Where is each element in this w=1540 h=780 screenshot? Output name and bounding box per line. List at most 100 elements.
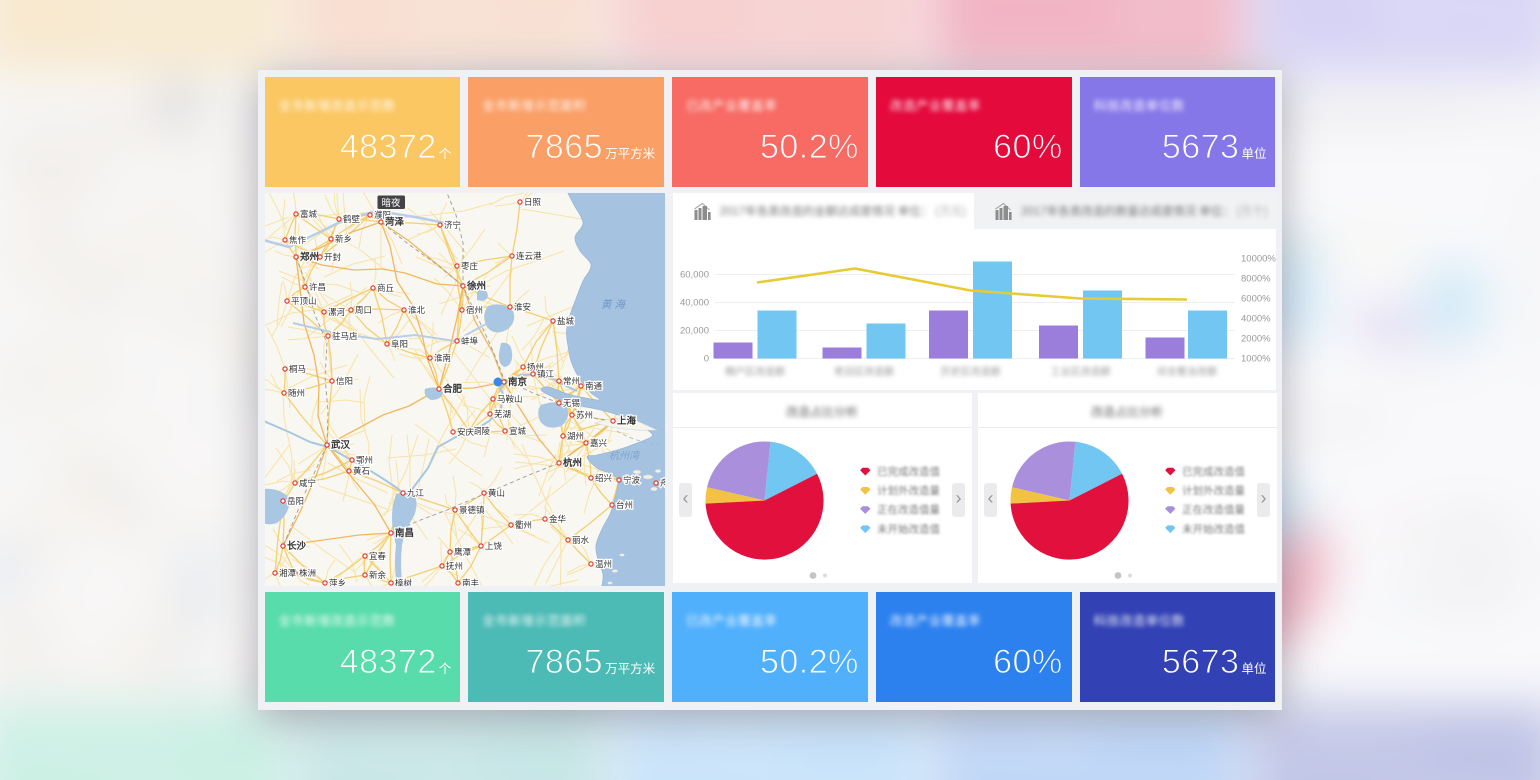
svg-text:徐州: 徐州: [466, 280, 486, 292]
svg-text:新余: 新余: [369, 570, 387, 580]
svg-text:随州: 随州: [288, 388, 305, 398]
svg-text:黄 海: 黄 海: [601, 299, 626, 311]
svg-text:芜湖: 芜湖: [494, 409, 511, 419]
svg-text:桐马: 桐马: [289, 364, 306, 374]
svg-text:淮安: 淮安: [514, 302, 531, 312]
svg-text:温州: 温州: [595, 559, 612, 569]
svg-text:淮北: 淮北: [408, 305, 426, 315]
svg-text:郑州: 郑州: [300, 251, 319, 263]
svg-text:铜陵: 铜陵: [473, 426, 491, 436]
svg-text:马鞍山: 马鞍山: [497, 394, 523, 404]
svg-text:南丰: 南丰: [462, 578, 480, 586]
svg-text:4000%: 4000%: [1241, 313, 1271, 324]
svg-text:南京: 南京: [508, 376, 528, 388]
svg-text:衢州: 衢州: [515, 520, 532, 530]
svg-text:未开始改造值: 未开始改造值: [877, 522, 940, 535]
svg-text:2000%: 2000%: [1241, 333, 1271, 344]
svg-text:安庆: 安庆: [457, 427, 475, 437]
svg-text:历史区改造额: 历史区改造额: [940, 365, 1000, 378]
svg-text:计划外改造量: 计划外改造量: [877, 484, 940, 497]
svg-text:计划外改造量: 计划外改造量: [1182, 484, 1245, 497]
svg-text:抚州: 抚州: [446, 561, 463, 571]
svg-text:咸宁: 咸宁: [299, 478, 316, 488]
svg-text:黄石: 黄石: [353, 466, 370, 476]
svg-text:南通: 南通: [585, 381, 603, 391]
svg-text:武汉: 武汉: [331, 439, 351, 451]
svg-text:濮阳: 濮阳: [374, 210, 391, 220]
svg-text:嘉兴: 嘉兴: [590, 438, 608, 448]
svg-text:周口: 周口: [355, 305, 372, 315]
svg-text:扬州: 扬州: [527, 362, 544, 372]
svg-text:8000%: 8000%: [1241, 273, 1271, 284]
svg-text:绍兴: 绍兴: [595, 473, 613, 483]
svg-text:平顶山: 平顶山: [291, 296, 317, 306]
svg-text:枣庄: 枣庄: [461, 261, 479, 271]
svg-text:樟树: 樟树: [395, 578, 413, 586]
svg-text:正在改造值量: 正在改造值量: [877, 503, 940, 516]
svg-text:湘潭: 湘潭: [279, 568, 297, 578]
svg-text:鹰潭: 鹰潭: [454, 547, 472, 557]
svg-text:已完成改造值: 已完成改造值: [1182, 464, 1245, 477]
svg-text:金华: 金华: [549, 514, 567, 524]
svg-text:未开始改造值: 未开始改造值: [1182, 522, 1245, 535]
svg-text:杭州: 杭州: [563, 457, 582, 469]
svg-text:暗夜: 暗夜: [381, 197, 401, 209]
svg-text:富城: 富城: [300, 209, 318, 219]
svg-text:宣城: 宣城: [509, 426, 527, 436]
svg-text:阜阳: 阜阳: [391, 339, 408, 349]
svg-text:济宁: 济宁: [444, 220, 461, 230]
svg-text:九江: 九江: [407, 488, 425, 498]
svg-text:宁波: 宁波: [623, 475, 641, 485]
svg-text:商丘: 商丘: [377, 283, 395, 293]
svg-text:台州: 台州: [616, 500, 633, 510]
svg-text:工业区改造额: 工业区改造额: [1050, 365, 1110, 378]
svg-text:上海: 上海: [617, 415, 637, 427]
svg-text:萍乡: 萍乡: [329, 578, 346, 586]
svg-text:黄山: 黄山: [488, 488, 505, 498]
svg-text:南昌: 南昌: [395, 527, 414, 539]
svg-text:许昌: 许昌: [309, 282, 326, 292]
svg-text:合肥: 合肥: [443, 383, 463, 395]
svg-text:无锡: 无锡: [563, 398, 581, 408]
svg-text:日照: 日照: [524, 197, 542, 207]
svg-text:鹤壁: 鹤壁: [343, 214, 361, 224]
svg-text:杭州湾: 杭州湾: [609, 450, 641, 462]
svg-text:老旧区改造额: 老旧区改造额: [834, 365, 894, 378]
svg-text:宿州: 宿州: [466, 305, 483, 315]
svg-text:连云港: 连云港: [516, 251, 542, 261]
svg-text:信阳: 信阳: [336, 376, 353, 386]
svg-text:淮南: 淮南: [434, 353, 451, 363]
svg-text:已完成改造值: 已完成改造值: [877, 464, 940, 477]
svg-text:正在改造值量: 正在改造值量: [1182, 503, 1245, 516]
svg-text:株洲: 株洲: [299, 568, 316, 578]
svg-text:盐城: 盐城: [557, 316, 575, 326]
svg-text:岳阳: 岳阳: [287, 496, 304, 506]
svg-text:鄂州: 鄂州: [356, 455, 373, 465]
svg-text:60,000: 60,000: [679, 269, 708, 280]
svg-text:常州: 常州: [563, 376, 580, 386]
svg-text:漯河: 漯河: [328, 307, 346, 317]
svg-text:镇江: 镇江: [537, 369, 555, 379]
svg-text:棚户区改造额: 棚户区改造额: [725, 365, 785, 378]
svg-text:0: 0: [703, 353, 708, 364]
svg-text:丽水: 丽水: [572, 535, 590, 545]
svg-text:长沙: 长沙: [287, 540, 307, 552]
svg-text:40,000: 40,000: [679, 297, 708, 308]
svg-text:10000%: 10000%: [1241, 253, 1276, 264]
svg-text:上饶: 上饶: [485, 541, 503, 551]
svg-text:苏州: 苏州: [576, 410, 593, 420]
svg-text:综合整治改额: 综合整治改额: [1157, 365, 1217, 378]
svg-text:舟山: 舟山: [660, 478, 665, 488]
svg-text:1000%: 1000%: [1241, 353, 1271, 364]
svg-text:湖州: 湖州: [567, 431, 584, 441]
svg-text:景德镇: 景德镇: [459, 505, 485, 515]
svg-text:焦作: 焦作: [289, 235, 307, 245]
svg-text:20,000: 20,000: [679, 325, 708, 336]
svg-text:菏泽: 菏泽: [385, 216, 405, 228]
svg-text:宜春: 宜春: [369, 551, 387, 561]
svg-text:蚌埠: 蚌埠: [461, 336, 479, 346]
svg-text:驻马店: 驻马店: [332, 331, 358, 341]
svg-text:开封: 开封: [324, 252, 342, 262]
svg-text:6000%: 6000%: [1241, 293, 1271, 304]
svg-text:新乡: 新乡: [335, 234, 352, 244]
